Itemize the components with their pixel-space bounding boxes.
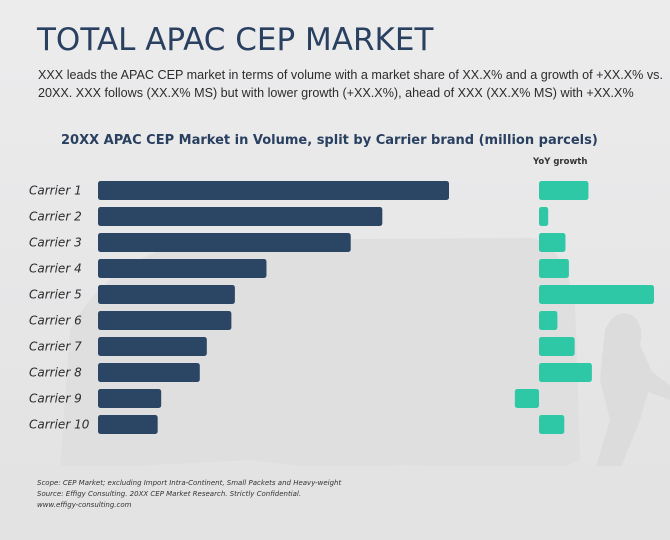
person-shape (595, 313, 670, 470)
volume-bar (98, 207, 383, 226)
category-label: Carrier 6 (29, 314, 82, 328)
volume-bar (98, 389, 162, 408)
yoy-growth-header: YoY growth (533, 157, 588, 167)
yoy-growth-bar (539, 207, 549, 226)
category-label: Carrier 5 (29, 288, 82, 302)
chart-title: 20XX APAC CEP Market in Volume, split by… (61, 133, 598, 148)
yoy-growth-bar (514, 389, 539, 408)
volume-bar (98, 285, 235, 304)
volume-bar (98, 181, 449, 200)
category-label: Carrier 9 (29, 392, 82, 406)
category-label: Carrier 1 (29, 184, 82, 198)
volume-bar (98, 363, 200, 382)
category-label: Carrier 7 (29, 340, 82, 354)
yoy-growth-bar (539, 259, 569, 278)
category-label: Carrier 4 (29, 262, 82, 276)
volume-bar (98, 259, 267, 278)
yoy-growth-bar (539, 363, 592, 382)
footer-website: www.effigy-consulting.com (37, 501, 132, 509)
yoy-growth-bar (539, 233, 566, 252)
footer-source: Source: Effigy Consulting. 20XX CEP Mark… (37, 490, 302, 498)
footer-scope: Scope: CEP Market; excluding Import Intr… (37, 479, 342, 487)
yoy-growth-bar (539, 415, 565, 434)
yoy-growth-bar (539, 285, 654, 304)
ground-band (0, 466, 670, 540)
category-label: Carrier 10 (29, 418, 90, 432)
yoy-growth-bar (539, 311, 558, 330)
volume-bar (98, 311, 232, 330)
volume-bar (98, 415, 158, 434)
volume-bar (98, 233, 351, 252)
category-label: Carrier 3 (29, 236, 82, 250)
category-label: Carrier 8 (29, 366, 82, 380)
footer-notes: Scope: CEP Market; excluding Import Intr… (37, 478, 341, 511)
volume-bar (98, 337, 207, 356)
page-title: TOTAL APAC CEP MARKET (37, 22, 434, 58)
yoy-growth-bar (539, 337, 575, 356)
yoy-growth-bar (539, 181, 589, 200)
page-subtitle: XXX leads the APAC CEP market in terms o… (38, 68, 663, 100)
category-label: Carrier 2 (29, 210, 82, 224)
